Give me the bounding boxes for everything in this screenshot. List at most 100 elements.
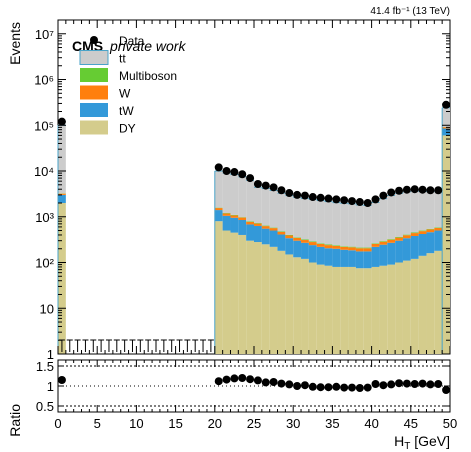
- bar-multiboson: [316, 243, 325, 244]
- bar-ttbar: [340, 203, 349, 247]
- bar-w: [238, 217, 247, 220]
- ratio-y-tick-label: 1: [47, 379, 54, 394]
- data-point: [324, 194, 333, 203]
- ratio-point: [316, 383, 325, 392]
- bar-multiboson: [434, 227, 443, 228]
- bar-dy: [293, 257, 302, 354]
- legend-label-ttbar: tt: [119, 52, 126, 66]
- bar-multiboson: [285, 234, 294, 236]
- legend-label-multiboson: Multiboson: [119, 69, 177, 83]
- legend-swatch-dy: [80, 120, 108, 135]
- x-axis-label-rest: [GeV]: [410, 433, 450, 449]
- bar-w: [316, 243, 325, 247]
- ratio-point: [230, 374, 239, 383]
- ratio-point: [238, 374, 247, 382]
- data-point: [332, 195, 341, 204]
- bar-ttbar: [410, 191, 419, 233]
- y-tick-label: 10⁴: [34, 164, 54, 179]
- data-point: [379, 191, 388, 200]
- ratio-point: [57, 376, 66, 384]
- bar-multiboson: [379, 241, 388, 242]
- bar-w: [246, 221, 254, 225]
- bar-dy: [395, 262, 403, 354]
- data-point: [214, 163, 223, 172]
- ratio-point: [300, 381, 309, 390]
- bar-tw: [395, 240, 403, 263]
- bar-dy: [230, 232, 239, 354]
- bar-tw: [238, 219, 247, 235]
- bar-dy: [410, 258, 419, 354]
- data-point: [57, 117, 66, 126]
- ratio-point: [371, 380, 380, 388]
- bar-multiboson: [293, 237, 302, 238]
- bar-tw: [222, 215, 231, 231]
- data-point: [410, 185, 419, 194]
- data-point: [230, 168, 239, 177]
- bar-w: [410, 233, 419, 236]
- y-tick-label: 10⁷: [35, 27, 54, 42]
- bar-dy: [301, 258, 309, 354]
- bar-w: [277, 231, 286, 235]
- data-point: [293, 190, 302, 199]
- bar-tw: [418, 233, 427, 256]
- bar-tw: [230, 217, 239, 233]
- ratio-point: [261, 378, 270, 387]
- bar-tw: [301, 242, 309, 259]
- bar-multiboson: [301, 239, 309, 241]
- main-y-axis-label: Events: [7, 22, 23, 65]
- ratio-point: [269, 378, 278, 386]
- bar-w: [426, 229, 435, 233]
- ratio-y-axis: 1.5 1 0.5: [36, 359, 450, 414]
- ratio-x-axis: 0 5 10 15 20 25 30 35 40 45 50: [54, 360, 457, 431]
- bar-multiboson: [277, 231, 286, 232]
- bar-dy: [379, 265, 388, 354]
- bar-ttbar: [355, 204, 364, 248]
- ratio-y-tick-label: 1.5: [36, 359, 54, 374]
- ratio-point: [277, 379, 286, 388]
- x-tick-label: 15: [168, 416, 182, 431]
- bar-ttbar: [308, 199, 317, 242]
- bar-dy: [340, 266, 349, 354]
- bar-tw: [285, 238, 294, 255]
- bar-dy: [58, 202, 66, 354]
- ratio-point: [426, 380, 435, 389]
- bar-ttbar: [316, 200, 325, 244]
- bar-ttbar: [269, 190, 278, 228]
- bar-multiboson: [348, 246, 356, 248]
- bar-w: [332, 245, 341, 249]
- ratio-point: [355, 384, 364, 392]
- bar-ttbar: [371, 202, 380, 244]
- legend-marker-data: [90, 36, 98, 44]
- ratio-point: [285, 380, 294, 389]
- y-tick-label: 10³: [35, 210, 54, 225]
- bar-multiboson: [395, 237, 403, 238]
- legend-swatch-tw: [80, 103, 108, 117]
- bar-multiboson: [246, 221, 254, 222]
- bar-ttbar: [214, 171, 223, 208]
- bar-tw: [387, 242, 396, 265]
- data-point: [371, 195, 380, 204]
- bar-ttbar: [285, 195, 294, 235]
- bar-w: [301, 240, 309, 243]
- bar-ttbar: [426, 191, 435, 229]
- bar-ttbar: [324, 201, 333, 245]
- bar-tw: [363, 251, 372, 269]
- bar-multiboson: [387, 239, 396, 240]
- legend-label-tw: tW: [119, 104, 134, 118]
- bar-w: [58, 193, 66, 195]
- bar-w: [254, 223, 262, 226]
- ratio-point: [410, 380, 419, 388]
- ratio-points: [57, 374, 451, 394]
- bar-dy: [261, 244, 270, 354]
- bar-dy: [371, 266, 380, 354]
- bar-ttbar: [254, 187, 262, 224]
- bar-dy: [348, 266, 356, 354]
- bar-dy: [363, 268, 372, 354]
- empty-bin-markers: [58, 339, 214, 352]
- bar-tw: [426, 232, 435, 254]
- data-point: [222, 167, 231, 176]
- bar-ttbar: [293, 197, 302, 238]
- bar-multiboson: [410, 232, 419, 234]
- bar-multiboson: [418, 230, 427, 232]
- bar-w: [363, 248, 372, 252]
